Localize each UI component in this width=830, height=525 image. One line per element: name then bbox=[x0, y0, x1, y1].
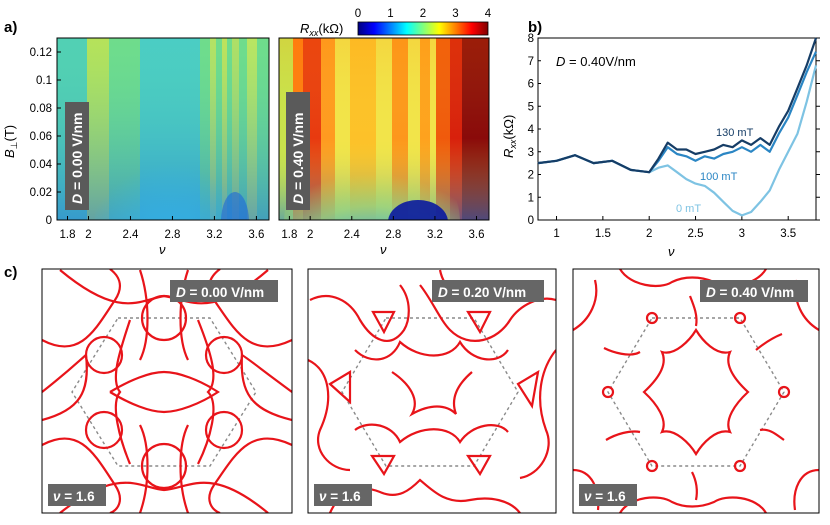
panel-a-xtick-0-3: 2.8 bbox=[164, 229, 180, 241]
panel-a-axes: 0 0.02 0.04 0.06 0.08 0.1 0.12 1.8 2 2.4 2.8 3.2 3.6… bbox=[30, 47, 485, 241]
svg-text:Rxx(kΩ): Rxx(kΩ) bbox=[300, 21, 343, 38]
panel-a-xtick-1-2: 2.4 bbox=[344, 229, 361, 241]
panel-a-ytick-0: 0 bbox=[46, 215, 52, 227]
panel-b-ytick-7: 7 bbox=[528, 56, 534, 68]
panel-b-ytick-2: 2 bbox=[528, 170, 534, 182]
panel-b-ytick-1: 1 bbox=[528, 192, 534, 204]
panel-a-xlabel-left: ν bbox=[159, 242, 166, 257]
panel-b-ylabel: Rxx(kΩ) bbox=[501, 115, 518, 158]
panel-label-a: a) bbox=[4, 19, 17, 36]
svg-text:D = 0.40 V/nm: D = 0.40 V/nm bbox=[290, 113, 306, 204]
panel-a-ytick-6: 0.12 bbox=[30, 47, 52, 59]
c3-badge-d: D = 0.40 V/nm bbox=[700, 280, 808, 302]
fermi-map-d-000: D = 0.00 V/nm ν = 1.6 bbox=[41, 268, 293, 514]
svg-text:D = 0.00 V/nm: D = 0.00 V/nm bbox=[176, 285, 264, 300]
svg-text:ν = 1.6: ν = 1.6 bbox=[53, 489, 95, 504]
panel-a-ytick-4: 0.08 bbox=[30, 103, 52, 115]
panel-b-ytick-8: 8 bbox=[528, 33, 534, 45]
panel-b-ytick-0: 0 bbox=[528, 215, 534, 227]
colorbar-tick-4: 4 bbox=[485, 8, 492, 20]
panel-a-xtick-0-4: 3.2 bbox=[206, 229, 222, 241]
svg-text:ν = 1.6: ν = 1.6 bbox=[584, 489, 626, 504]
fermi-map-d-040: D = 0.40 V/nm ν = 1.6 bbox=[572, 268, 820, 514]
panel-a-xtick-1-1: 2 bbox=[307, 229, 313, 241]
svg-text:D = 0.20 V/nm: D = 0.20 V/nm bbox=[438, 285, 526, 300]
map-d-000 bbox=[57, 38, 269, 220]
panel-a-xtick-0-2: 2.4 bbox=[122, 229, 139, 241]
colorbar-tick-3: 3 bbox=[452, 8, 458, 20]
badge-d-040: D = 0.40 V/nm bbox=[286, 92, 310, 210]
legend-0mT: 0 mT bbox=[676, 203, 701, 215]
c2-badge-nu: ν = 1.6 bbox=[314, 484, 372, 506]
panel-a-xtick-0-1: 2 bbox=[85, 229, 91, 241]
c2-badge-d: D = 0.20 V/nm bbox=[432, 280, 544, 302]
legend-130mT: 130 mT bbox=[716, 127, 754, 139]
panel-a-ytick-1: 0.02 bbox=[30, 187, 52, 199]
panel-b-xtick-4: 3 bbox=[739, 228, 745, 240]
panel-a-ytick-2: 0.04 bbox=[30, 159, 53, 171]
panel-b-xtick-5: 3.5 bbox=[780, 228, 796, 240]
colorbar: Rxx(kΩ) 0 1 2 3 4 bbox=[300, 8, 492, 38]
panel-a-xtick-1-0: 1.8 bbox=[281, 229, 297, 241]
svg-text:D = 0.00 V/nm: D = 0.00 V/nm bbox=[69, 113, 85, 204]
panel-a-ytick-5: 0.1 bbox=[36, 75, 52, 87]
panel-b-xtick-1: 1.5 bbox=[595, 228, 611, 240]
panel-a-xtick-1-3: 2.8 bbox=[385, 229, 401, 241]
badge-d-000: D = 0.00 V/nm bbox=[65, 102, 89, 210]
map-d-040 bbox=[279, 38, 489, 220]
panel-a-xtick-1-5: 3.6 bbox=[469, 229, 485, 241]
panel-label-b: b) bbox=[528, 19, 542, 36]
panel-b-chart: 0 1 2 3 4 5 6 7 8 1 1.5 2 2.5 3 3.5 D = 0.40V/nm 130 m… bbox=[501, 33, 820, 259]
panel-b-ytick-4: 4 bbox=[528, 124, 535, 136]
svg-text:B⊥(T): B⊥(T) bbox=[2, 125, 19, 158]
series-line-2 bbox=[537, 37, 818, 174]
colorbar-tick-2: 2 bbox=[420, 8, 426, 20]
panel-b-xtick-2: 2 bbox=[646, 228, 652, 240]
panel-a-xtick-0-0: 1.8 bbox=[59, 229, 75, 241]
panel-b-ytick-5: 5 bbox=[528, 101, 534, 113]
panel-a-xlabel-right: ν bbox=[380, 242, 387, 257]
c3-badge-nu: ν = 1.6 bbox=[579, 484, 637, 506]
panel-b-ytick-6: 6 bbox=[528, 79, 534, 91]
panel-label-c: c) bbox=[4, 264, 17, 281]
legend-100mT: 100 mT bbox=[700, 171, 738, 183]
colorbar-tick-0: 0 bbox=[355, 8, 361, 20]
panel-b-xtick-0: 1 bbox=[553, 228, 559, 240]
svg-text:Rxx(kΩ): Rxx(kΩ) bbox=[501, 115, 518, 158]
svg-text:ν = 1.6: ν = 1.6 bbox=[319, 489, 361, 504]
panel-b-annotation: D = 0.40V/nm bbox=[556, 54, 636, 69]
colorbar-tick-1: 1 bbox=[387, 8, 393, 20]
c1-badge-nu: ν = 1.6 bbox=[48, 484, 106, 506]
panel-b-xtick-3: 2.5 bbox=[688, 228, 704, 240]
c1-badge-d: D = 0.00 V/nm bbox=[170, 280, 278, 302]
fermi-map-d-020: D = 0.20 V/nm ν = 1.6 bbox=[307, 268, 557, 514]
panel-a-ylabel: B⊥(T) bbox=[2, 125, 19, 158]
svg-text:D = 0.40 V/nm: D = 0.40 V/nm bbox=[706, 285, 794, 300]
panel-b-xlabel: ν bbox=[668, 244, 675, 259]
panel-a-xtick-1-4: 3.2 bbox=[427, 229, 443, 241]
panel-b-ytick-3: 3 bbox=[528, 147, 534, 159]
panel-a-ytick-3: 0.06 bbox=[30, 131, 52, 143]
panel-a-xtick-0-5: 3.6 bbox=[248, 229, 264, 241]
